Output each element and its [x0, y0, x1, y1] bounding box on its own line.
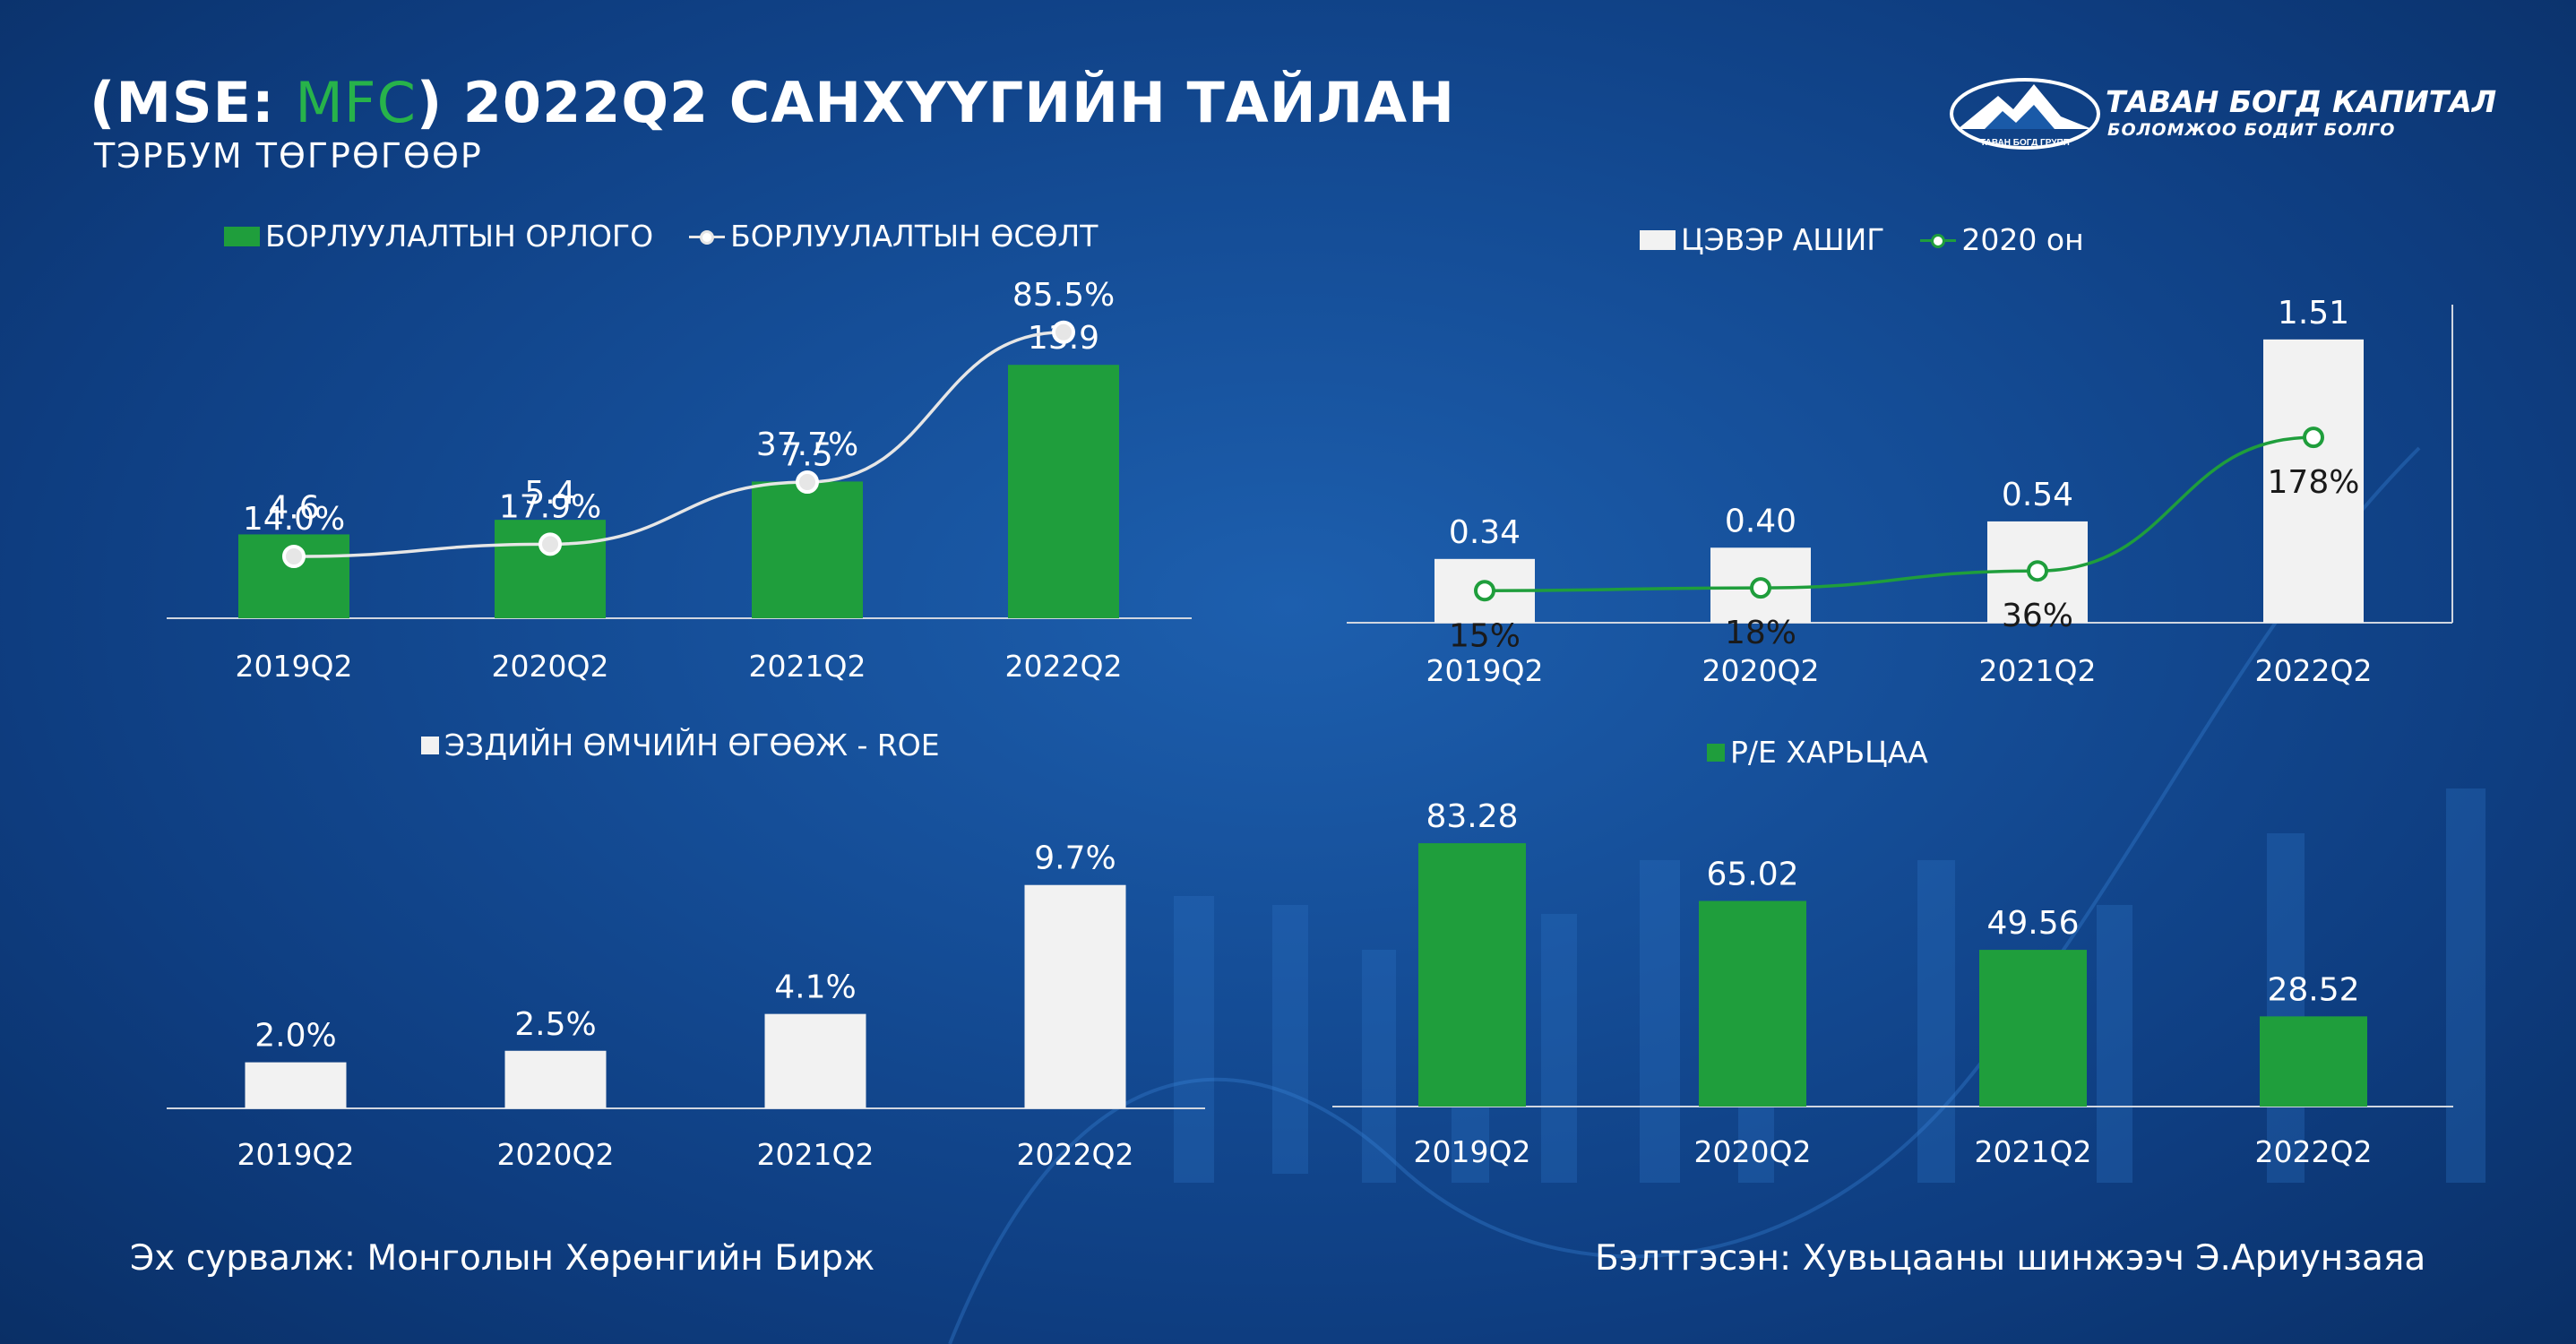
netprofit-line-value-label: 36%: [2002, 598, 2073, 634]
roe-category-label: 2021Q2: [757, 1137, 874, 1172]
company-logo: ТАВАН БОГД ГРУПП ТАВАН БОГД КАПИТАЛ БОЛО…: [1949, 73, 2496, 154]
netprofit-category-label: 2020Q2: [1702, 653, 1820, 688]
netprofit-category-label: 2019Q2: [1426, 653, 1544, 688]
sales-bar: [1008, 365, 1119, 618]
netprofit-line: [1484, 435, 2314, 592]
sales-line-point: [538, 532, 562, 556]
sales-line-value-label: 85.5%: [1012, 277, 1115, 314]
roe-bar-value-label: 4.1%: [774, 969, 856, 1006]
netprofit-bar-value-label: 1.51: [2278, 295, 2349, 332]
roe-bar: [764, 1013, 866, 1108]
netprofit-line-point: [2027, 560, 2048, 582]
roe-category-label: 2019Q2: [237, 1137, 355, 1172]
prepared-by-note: Бэлтгэсэн: Хувьцааны шинжээч Э.Ариунзаяа: [1595, 1238, 2426, 1279]
roe-bar: [245, 1062, 347, 1108]
pe-bar: [1699, 900, 1806, 1107]
sales-line-swatch: [689, 228, 726, 246]
pe-bar-value-label: 28.52: [2267, 971, 2359, 1008]
roe-bar: [504, 1050, 607, 1108]
roe-category-label: 2022Q2: [1017, 1137, 1134, 1172]
pe-legend: P/E ХАРЬЦАА: [1707, 735, 1928, 770]
logo-name: ТАВАН БОГД КАПИТАЛ: [2106, 84, 2497, 119]
sales-category-label: 2019Q2: [236, 649, 353, 684]
sales-bar-value-label: 5.4: [524, 475, 575, 512]
pe-legend-label: P/E ХАРЬЦАА: [1730, 735, 1928, 770]
pe-bar-swatch: [1707, 743, 1725, 762]
sales-line-point: [796, 470, 819, 495]
roe-bar: [1024, 884, 1126, 1108]
pe-category-label: 2020Q2: [1694, 1134, 1812, 1169]
pe-bar: [1979, 950, 2087, 1107]
netprofit-bar-value-label: 0.40: [1725, 503, 1796, 539]
logo-tagline: БОЛОМЖОО БОДИТ БОЛГО: [2107, 120, 2396, 140]
netprofit-line-point: [1474, 580, 1495, 602]
sales-bar-value-label: 7.5: [781, 436, 832, 473]
roe-legend: ЭЗДИЙН ӨМЧИЙН ӨГӨӨЖ - ROE: [421, 728, 940, 762]
netprofit-bar-legend-label: ЦЭВЭР АШИГ: [1681, 222, 1885, 257]
netprofit-line-swatch: [1920, 231, 1957, 249]
roe-category-label: 2020Q2: [497, 1137, 615, 1172]
netprofit-legend: ЦЭВЭР АШИГ 2020 он: [1640, 222, 2084, 257]
pe-bar-value-label: 83.28: [1426, 798, 1518, 835]
mountain-logo-icon: ТАВАН БОГД ГРУПП: [1950, 78, 2100, 150]
sales-line: [293, 331, 1064, 558]
pe-bar-value-label: 49.56: [1986, 905, 2079, 942]
pe-category-label: 2019Q2: [1414, 1134, 1531, 1169]
sales-line-value-label: 14.0%: [243, 501, 345, 538]
title-ticker: MFC: [295, 70, 417, 135]
netprofit-bar: [2263, 339, 2364, 623]
logo-badge-text: ТАВАН БОГД ГРУПП: [1980, 138, 2070, 148]
netprofit-line-point: [2303, 426, 2324, 449]
netprofit-bar-swatch: [1640, 229, 1676, 250]
sales-bar: [752, 481, 863, 618]
sales-line-value-label: 17.9%: [499, 488, 601, 525]
pe-category-label: 2021Q2: [1975, 1134, 2092, 1169]
sales-category-label: 2022Q2: [1005, 649, 1123, 684]
roe-bar-value-label: 2.5%: [514, 1006, 596, 1043]
page-subtitle: ТЭРБУМ ТӨГРӨГӨӨР: [94, 136, 483, 176]
sales-legend: БОРЛУУЛАЛТЫН ОРЛОГО БОРЛУУЛАЛТЫН ӨСӨЛТ: [224, 219, 1098, 254]
sales-category-label: 2020Q2: [492, 649, 609, 684]
roe-bar-value-label: 2.0%: [254, 1018, 336, 1055]
roe-bar-swatch: [421, 736, 439, 754]
sales-bar-value-label: 4.6: [268, 489, 319, 526]
pe-bar: [1418, 843, 1526, 1107]
pe-category-label: 2022Q2: [2255, 1134, 2373, 1169]
sales-bar-swatch: [224, 226, 260, 246]
sales-line-point: [1052, 320, 1075, 344]
netprofit-line-point: [1750, 577, 1771, 599]
sales-category-label: 2021Q2: [749, 649, 866, 684]
roe-bar-value-label: 9.7%: [1034, 840, 1116, 877]
roe-legend-label: ЭЗДИЙН ӨМЧИЙН ӨГӨӨЖ - ROE: [444, 728, 940, 762]
netprofit-line-value-label: 15%: [1449, 617, 1521, 654]
pe-bar: [2260, 1016, 2367, 1107]
netprofit-category-label: 2021Q2: [1979, 653, 2097, 688]
sales-line-point: [282, 545, 306, 568]
netprofit-line-value-label: 18%: [1725, 615, 1796, 651]
netprofit-line-legend-label: 2020 он: [1961, 222, 2084, 257]
netprofit-line-value-label: 178%: [2268, 464, 2360, 501]
sales-bar-legend-label: БОРЛУУЛАЛТЫН ОРЛОГО: [265, 219, 654, 254]
netprofit-bar-value-label: 0.54: [2002, 477, 2073, 513]
netprofit-category-label: 2022Q2: [2255, 653, 2373, 688]
sales-line-value-label: 37.7%: [756, 426, 858, 463]
pe-bar-value-label: 65.02: [1706, 857, 1798, 893]
page-title: (MSE: MFC) 2022Q2 САНХҮҮГИЙН ТАЙЛАН: [90, 70, 1456, 135]
sales-line-legend-label: БОРЛУУЛАЛТЫН ӨСӨЛТ: [730, 219, 1098, 254]
netprofit-bar-value-label: 0.34: [1449, 514, 1521, 551]
source-note: Эх сурвалж: Монголын Хөрөнгийн Бирж: [130, 1238, 875, 1279]
